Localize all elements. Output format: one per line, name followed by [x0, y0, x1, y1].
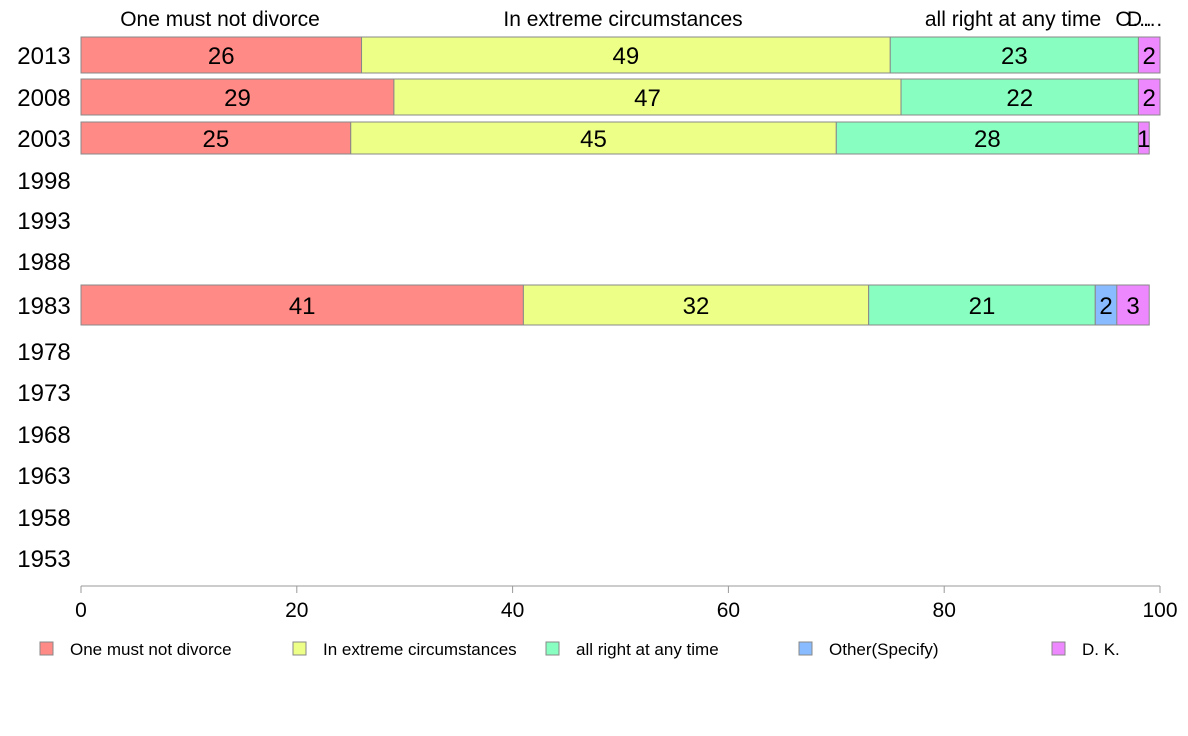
- bar-segment: [1137, 36, 1161, 74]
- y-tick-label: 1968: [17, 422, 70, 449]
- bar-segment: [80, 78, 395, 116]
- bar-segment: [80, 121, 352, 155]
- legend: One must not divorce In extreme circumsta…: [39, 640, 1120, 659]
- bar-segment: [868, 284, 1096, 326]
- bar-segment: [361, 36, 891, 74]
- y-axis-labels: 2013 2008 2003 1998 1993 1988 1983 1978 1973 1968…: [17, 43, 70, 573]
- legend-label: D. K.: [1082, 640, 1120, 659]
- bar-value-label: 29: [224, 85, 251, 112]
- bar-labels-layer: 26 49 23 229 47 22 225 45 28 141 32 21 2 3: [203, 43, 1156, 320]
- bar-value-label: 22: [1006, 85, 1033, 112]
- bar-value-label: 47: [634, 85, 661, 112]
- x-tick-label: 100: [1142, 599, 1177, 622]
- y-tick-label: 1953: [17, 546, 70, 573]
- top-series-label: One must not divorce: [120, 8, 320, 31]
- bar-value-label: 3: [1126, 293, 1139, 320]
- top-series-label: In extreme circumstances: [503, 8, 742, 31]
- top-series-label: D…: [1127, 8, 1163, 31]
- bar-value-label: 21: [969, 293, 996, 320]
- y-tick-label: 2008: [17, 85, 70, 112]
- bar-value-label: 25: [203, 126, 230, 153]
- x-tick-label: 40: [501, 599, 524, 622]
- x-tick-label: 20: [285, 599, 308, 622]
- bar-value-label: 32: [683, 293, 710, 320]
- x-tick-label: 80: [933, 599, 956, 622]
- legend-swatch: [545, 641, 560, 656]
- y-tick-label: 2003: [17, 126, 70, 153]
- y-tick-label: 1983: [17, 293, 70, 320]
- y-tick-label: 2013: [17, 43, 70, 70]
- bar-segment: [1116, 284, 1150, 326]
- top-series-labels: One must not divorce In extreme circumsta…: [120, 8, 1163, 31]
- y-tick-label: 1973: [17, 380, 70, 407]
- bar-value-label: 45: [580, 126, 607, 153]
- bar-value-label: 49: [613, 43, 640, 70]
- legend-swatch: [39, 641, 54, 656]
- x-tick-label: 0: [75, 599, 87, 622]
- bar-value-label: 41: [289, 293, 316, 320]
- bar-value-label: 2: [1143, 85, 1156, 112]
- legend-swatch: [1051, 641, 1066, 656]
- bar-value-label: 1: [1137, 126, 1150, 153]
- y-tick-label: 1993: [17, 208, 70, 235]
- bar-segment: [522, 284, 870, 326]
- y-tick-label: 1998: [17, 168, 70, 195]
- y-tick-label: 1958: [17, 505, 70, 532]
- bar-segment: [80, 284, 524, 326]
- legend-swatch: [798, 641, 813, 656]
- bar-segment: [889, 36, 1139, 74]
- y-tick-label: 1978: [17, 339, 70, 366]
- bar-value-label: 28: [974, 126, 1001, 153]
- y-tick-label: 1988: [17, 249, 70, 276]
- bar-segment: [350, 121, 837, 155]
- top-series-label: all right at any time: [925, 8, 1101, 31]
- bar-segment: [1137, 121, 1150, 155]
- legend-label: One must not divorce: [70, 640, 232, 659]
- bar-value-label: 26: [208, 43, 235, 70]
- bar-segment: [900, 78, 1139, 116]
- x-tick-label: 60: [717, 599, 740, 622]
- legend-label: In extreme circumstances: [323, 640, 517, 659]
- legend-label: Other(Specify): [829, 640, 939, 659]
- bars-layer: [80, 36, 1161, 326]
- bar-value-label: 23: [1001, 43, 1028, 70]
- legend-swatch: [292, 641, 307, 656]
- bar-value-label: 2: [1143, 43, 1156, 70]
- bar-segment: [80, 36, 363, 74]
- x-axis: 0 20 40 60 80 100: [75, 585, 1178, 622]
- bar-segment: [1137, 78, 1161, 116]
- bar-segment: [835, 121, 1139, 155]
- bar-value-label: 2: [1099, 293, 1112, 320]
- y-tick-label: 1963: [17, 463, 70, 490]
- legend-label: all right at any time: [576, 640, 719, 659]
- top-series-label: O…: [1115, 8, 1152, 31]
- bar-segment: [393, 78, 902, 116]
